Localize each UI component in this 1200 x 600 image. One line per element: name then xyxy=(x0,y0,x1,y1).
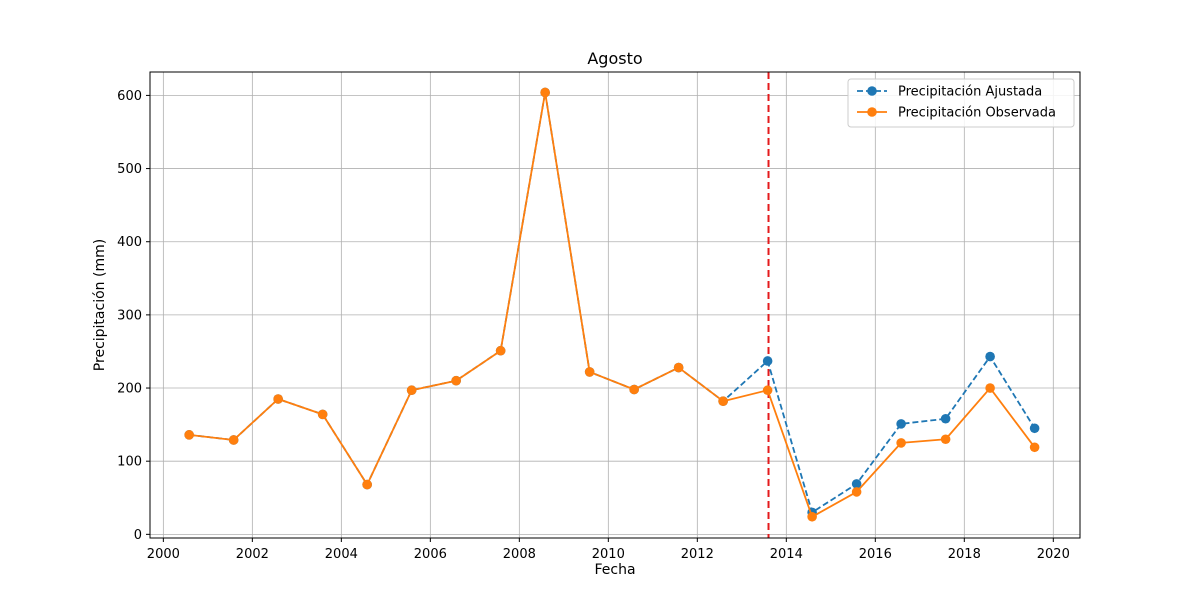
x-tick-label: 2002 xyxy=(236,547,269,562)
y-tick-label: 100 xyxy=(117,455,142,470)
data-point xyxy=(362,479,372,490)
y-tick-label: 200 xyxy=(117,382,142,397)
data-point xyxy=(406,385,417,396)
y-tick-label: 400 xyxy=(117,235,142,250)
y-tick-label: 300 xyxy=(117,308,142,323)
data-point xyxy=(228,435,239,445)
legend-box xyxy=(847,78,1075,128)
data-point xyxy=(184,430,194,440)
grid xyxy=(150,72,1080,538)
x-tick-label: 2006 xyxy=(414,547,447,562)
data-point xyxy=(896,438,906,448)
legend-swatch-marker xyxy=(867,86,877,96)
y-axis-label: Precipitación (mm) xyxy=(92,239,108,371)
data-point xyxy=(851,487,862,497)
data-point xyxy=(451,375,461,386)
data-point xyxy=(584,367,595,377)
ticks: 2000 2002 2004 2006 2008 2010 2012 2014 2016 2018… xyxy=(117,89,1070,562)
x-tick-label: 2016 xyxy=(859,547,892,562)
data-point xyxy=(673,362,684,373)
data-point xyxy=(540,87,550,98)
x-tick-label: 2000 xyxy=(147,547,180,562)
legend: Precipitación Ajustada Precipitación Obse… xyxy=(847,78,1075,128)
y-tick-label: 0 xyxy=(134,528,142,543)
legend-label: Precipitación Ajustada xyxy=(898,85,1042,100)
data-point xyxy=(1029,442,1040,453)
x-tick-label: 2014 xyxy=(770,547,803,562)
legend-label: Precipitación Observada xyxy=(898,106,1056,121)
y-tick-label: 600 xyxy=(117,89,142,104)
data-point xyxy=(273,394,283,404)
x-axis-label: Fecha xyxy=(594,562,635,578)
data-point xyxy=(940,434,951,445)
plot-frame xyxy=(149,71,1081,539)
chart-title: Agosto xyxy=(587,49,642,68)
data-point xyxy=(718,396,728,406)
data-point xyxy=(762,356,773,366)
data-point xyxy=(317,409,328,420)
x-tick-label: 2020 xyxy=(1037,547,1070,562)
x-tick-label: 2018 xyxy=(948,547,981,562)
data-point xyxy=(851,479,862,489)
x-tick-label: 2008 xyxy=(503,547,536,562)
data-point xyxy=(1029,423,1040,434)
x-tick-label: 2004 xyxy=(325,547,358,562)
legend-swatch-marker xyxy=(867,107,877,117)
data-point xyxy=(495,345,506,356)
data-point xyxy=(940,413,951,424)
series-observada xyxy=(184,87,1040,522)
data-point xyxy=(896,419,906,429)
x-tick-label: 2010 xyxy=(592,547,625,562)
data-point xyxy=(762,385,773,396)
x-tick-label: 2012 xyxy=(681,547,714,562)
data-point xyxy=(985,383,995,393)
data-point xyxy=(985,351,995,362)
series-line xyxy=(189,91,1036,518)
data-point xyxy=(807,511,817,522)
data-point xyxy=(629,384,639,395)
y-tick-label: 500 xyxy=(117,162,142,177)
series-group xyxy=(184,87,1040,522)
